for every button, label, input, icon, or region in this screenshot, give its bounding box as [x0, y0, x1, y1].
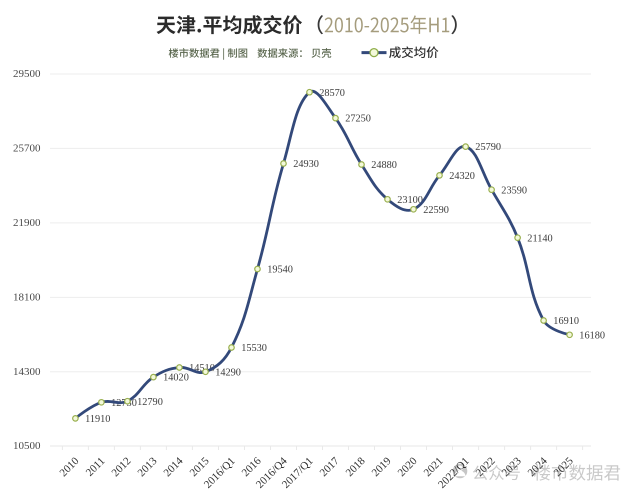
- svg-text:14510: 14510: [189, 363, 215, 374]
- svg-text:27250: 27250: [345, 114, 371, 125]
- svg-text:10500: 10500: [13, 440, 41, 452]
- svg-text:14290: 14290: [215, 367, 241, 378]
- svg-text:23100: 23100: [397, 195, 423, 206]
- svg-text:15530: 15530: [241, 343, 267, 354]
- svg-text:14020: 14020: [163, 373, 189, 384]
- svg-text:22590: 22590: [423, 205, 449, 216]
- svg-text:29500: 29500: [13, 68, 41, 80]
- svg-text:16180: 16180: [579, 330, 605, 341]
- svg-text:24880: 24880: [371, 160, 397, 171]
- svg-text:11910: 11910: [85, 414, 110, 425]
- svg-text:24320: 24320: [449, 171, 475, 182]
- svg-text:18100: 18100: [13, 292, 41, 304]
- svg-text:25790: 25790: [475, 142, 501, 153]
- svg-text:25700: 25700: [13, 143, 41, 155]
- svg-text:24930: 24930: [293, 159, 319, 170]
- svg-text:14300: 14300: [13, 366, 41, 378]
- svg-text:23590: 23590: [501, 185, 527, 196]
- svg-text:12790: 12790: [137, 397, 163, 408]
- svg-text:21900: 21900: [13, 217, 41, 229]
- svg-text:28570: 28570: [319, 88, 345, 99]
- svg-text:16910: 16910: [553, 316, 579, 327]
- svg-text:19540: 19540: [267, 265, 293, 276]
- svg-text:21140: 21140: [527, 233, 552, 244]
